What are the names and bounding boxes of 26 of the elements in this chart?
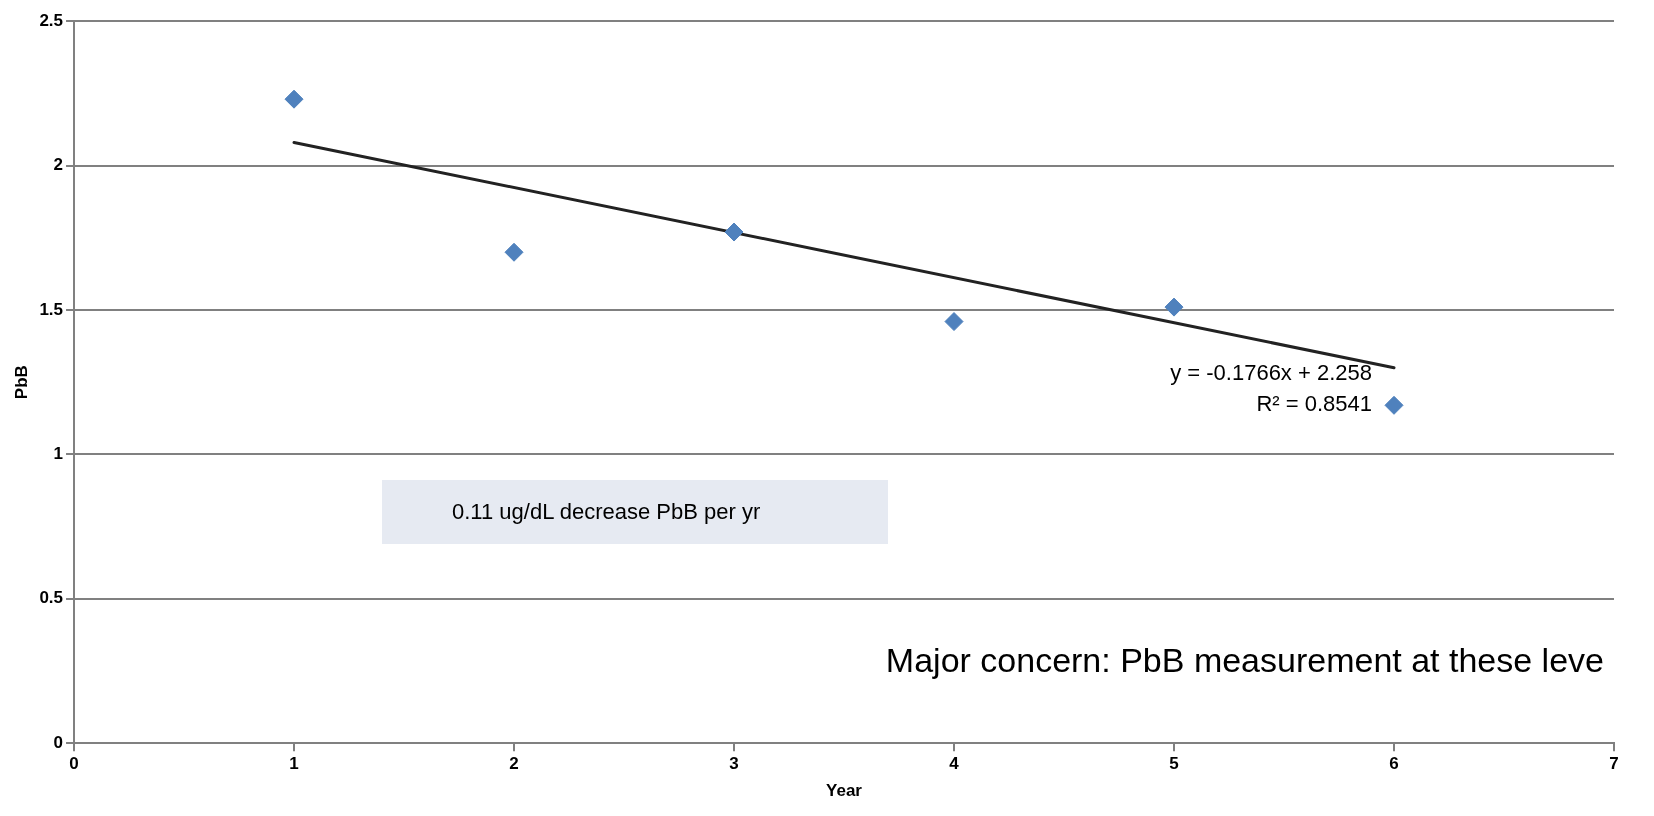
- point: [1384, 395, 1404, 415]
- x-tick-label: 3: [729, 754, 739, 774]
- x-axis-title: Year: [826, 781, 863, 801]
- label-box: 0.11 ug/dL decrease PbB per yr: [382, 480, 888, 544]
- point: [724, 222, 744, 242]
- y-tick-label: 1.5: [39, 299, 64, 319]
- y-tick-label: 2: [53, 155, 64, 175]
- x-tick-label: 5: [1169, 754, 1179, 774]
- y-tick-label: 0: [53, 732, 64, 752]
- y-tick-label: 2.5: [39, 10, 64, 30]
- y-axis-title: PbB: [11, 365, 31, 400]
- annotation: y = -0.1766x + 2.258: [1170, 359, 1373, 385]
- x-tick-label: 4: [949, 754, 960, 774]
- x-tick-label: 7: [1609, 754, 1619, 774]
- point: [1164, 297, 1184, 317]
- x-tick-label: 2: [509, 754, 519, 774]
- point: [284, 89, 304, 109]
- annotation: Major concern: PbB measurement at these leve: [885, 640, 1604, 679]
- x-tick-label: 0: [69, 754, 79, 774]
- x-tick-label: 1: [289, 754, 299, 774]
- x-tick-label: 6: [1389, 754, 1399, 774]
- y-tick-label: 1: [53, 444, 64, 464]
- point: [944, 312, 964, 332]
- y-tick-label: 0.5: [39, 588, 64, 608]
- point: [504, 242, 524, 262]
- annotation: R² = 0.8541: [1256, 391, 1373, 417]
